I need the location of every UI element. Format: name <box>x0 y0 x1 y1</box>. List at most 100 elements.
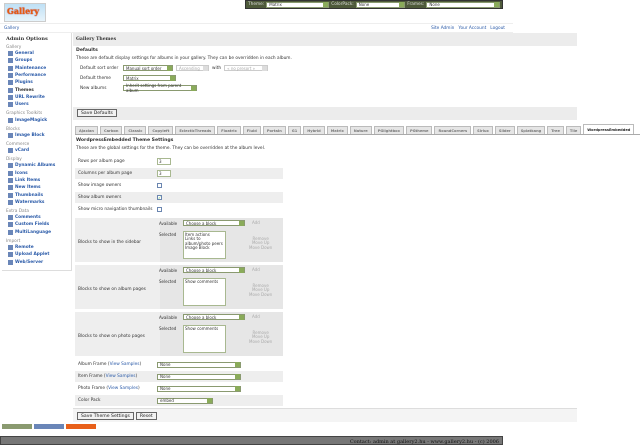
move-down-button[interactable]: Move Down <box>249 244 273 250</box>
sidebar-item-link-items[interactable]: Link Items <box>6 177 67 184</box>
validator-badge[interactable] <box>2 424 32 429</box>
new-albums-select[interactable]: Inherit settings from parent album <box>123 83 197 93</box>
your-account-link[interactable]: Your Account <box>458 26 487 31</box>
sidebar-item-plugins[interactable]: Plugins <box>6 79 67 86</box>
tab-matrix[interactable]: Matrix <box>326 126 348 134</box>
remove-block-button[interactable]: Remove <box>252 330 269 335</box>
color-pack-select[interactable]: embed <box>157 397 213 404</box>
sidebar-item-remote[interactable]: Remote <box>6 244 67 251</box>
selected-block-item[interactable]: Links to album/photo peers <box>185 236 223 246</box>
sidebar-item-users[interactable]: Users <box>6 101 67 108</box>
selected-block-item[interactable]: Show comments <box>185 279 219 284</box>
tab-ajaxian[interactable]: Ajaxian <box>75 126 98 134</box>
available-blocks-select[interactable]: Choose a block <box>183 314 245 320</box>
cols-label: Columns per album page <box>78 171 133 176</box>
columns-per-page-input[interactable]: 3 <box>157 170 171 177</box>
remove-block-button[interactable]: Remove <box>252 236 269 241</box>
add-block-button[interactable]: Add <box>252 314 260 319</box>
selected-blocks-list[interactable]: Item actions Links to album/photo peers Im… <box>183 231 226 259</box>
selected-block-item[interactable]: Item actions <box>185 232 210 237</box>
sidebar-item-dynamic-albums[interactable]: Dynamic Albums <box>6 162 67 169</box>
tab-copyleft[interactable]: Copyleft <box>148 126 174 134</box>
save-theme-settings-button[interactable]: Save Theme Settings <box>77 412 134 420</box>
selected-blocks-list[interactable]: Show comments <box>183 325 226 353</box>
gallery-logo[interactable]: Gallery <box>4 3 46 22</box>
sidebar-item-web-server[interactable]: Web/Server <box>6 259 67 266</box>
selected-blocks-list[interactable]: Show comments <box>183 278 226 306</box>
sidebar-item-imagemagick[interactable]: ImageMagick <box>6 116 67 123</box>
sidebar-item-thumbnails[interactable]: Thumbnails <box>6 191 67 198</box>
album-frame-label: Album Frame <box>78 362 107 367</box>
tab-nature[interactable]: Nature <box>349 126 372 134</box>
tab-eclecticthreads[interactable]: EclecticThreads <box>175 126 216 134</box>
sidebar-item-watermarks[interactable]: Watermarks <box>6 199 67 206</box>
tab-hybrid[interactable]: Hybrid <box>303 126 325 134</box>
breadcrumb-gallery[interactable]: Gallery <box>4 26 20 31</box>
available-label: Available <box>159 221 178 226</box>
album-frame-view-samples-link[interactable]: View Samples <box>109 362 140 367</box>
save-defaults-button[interactable]: Save Defaults <box>77 109 117 117</box>
tab-siriux[interactable]: Siriux <box>473 126 493 134</box>
default-theme-select[interactable]: Matrix <box>123 75 176 81</box>
sidebar-item-icons[interactable]: Icons <box>6 170 67 177</box>
move-up-button[interactable]: Move Up <box>251 240 270 246</box>
sort-order-select[interactable]: Manual sort order <box>123 65 173 71</box>
move-down-button[interactable]: Move Down <box>249 338 273 344</box>
photo-frame-select[interactable]: None <box>157 385 241 392</box>
tab-floatrix[interactable]: Floatrix <box>217 126 241 134</box>
sidebar-item-comments[interactable]: Comments <box>6 214 67 221</box>
item-frame-view-samples-link[interactable]: View Samples <box>105 374 136 379</box>
show-micro-nav-checkbox[interactable] <box>157 207 162 212</box>
item-frame-select[interactable]: None <box>157 373 241 380</box>
sidebar-item-url-rewrite[interactable]: URL Rewrite <box>6 94 67 101</box>
rows-per-page-input[interactable]: 3 <box>157 158 171 165</box>
move-up-button[interactable]: Move Up <box>251 287 270 293</box>
photo-frame-view-samples-link[interactable]: View Samples <box>108 386 138 391</box>
remove-block-button[interactable]: Remove <box>252 283 269 288</box>
frames-select[interactable]: None <box>426 1 500 8</box>
tab-classic[interactable]: Classic <box>124 126 147 134</box>
tab-slider[interactable]: Slider <box>494 126 515 134</box>
available-blocks-select[interactable]: Choose a block <box>183 267 245 273</box>
tab-splatkang[interactable]: Splatkang <box>516 126 546 134</box>
tab-tile[interactable]: Tile <box>565 126 582 134</box>
show-image-owners-checkbox[interactable] <box>157 183 162 188</box>
add-block-button[interactable]: Add <box>252 220 260 225</box>
move-up-button[interactable]: Move Up <box>251 334 270 340</box>
tab-roundcorners[interactable]: RoundCorners <box>434 126 472 134</box>
gallery-badge[interactable] <box>34 424 64 429</box>
add-block-button[interactable]: Add <box>252 267 260 272</box>
tab-pgtheme[interactable]: PGtheme <box>405 126 433 134</box>
sidebar-item-new-items[interactable]: New Items <box>6 184 67 191</box>
tab-g1[interactable]: G1 <box>287 126 302 134</box>
tab-pglightbox[interactable]: PGlightbox <box>373 126 404 134</box>
reset-button[interactable]: Reset <box>135 412 157 420</box>
sidebar-item-themes[interactable]: Themes <box>6 86 67 93</box>
colorpack-select[interactable]: None <box>355 1 406 8</box>
logout-link[interactable]: Logout <box>490 26 505 31</box>
tab-portain[interactable]: PortaIn <box>262 126 286 134</box>
sidebar-item-image-block[interactable]: Image Block <box>6 132 67 139</box>
available-blocks-select[interactable]: Choose a block <box>183 220 245 226</box>
show-album-owners-checkbox[interactable]: ✓ <box>157 195 162 200</box>
tab-wordpressembedded[interactable]: WordpressEmbedded <box>583 124 635 134</box>
sidebar-item-maintenance[interactable]: Maintenance <box>6 65 67 72</box>
tab-carbon[interactable]: Carbon <box>99 126 123 134</box>
move-down-button[interactable]: Move Down <box>249 291 273 297</box>
tab-tree[interactable]: Tree <box>547 126 564 134</box>
selected-block-item[interactable]: Image Block <box>185 245 210 251</box>
sidebar-item-groups[interactable]: Groups <box>6 57 67 64</box>
gallery2-badge[interactable] <box>66 424 96 429</box>
sidebar-item-performance[interactable]: Performance <box>6 72 67 79</box>
sidebar-item-upload-applet[interactable]: Upload Applet <box>6 251 67 258</box>
sidebar-item-custom-fields[interactable]: Custom Fields <box>6 221 67 228</box>
album-frame-select[interactable]: None <box>157 361 241 368</box>
site-admin-link[interactable]: Site Admin <box>431 26 455 31</box>
sidebar-item-vcard[interactable]: vCard <box>6 147 67 154</box>
theme-select[interactable]: Matrix <box>266 1 330 8</box>
plugin-icon <box>8 192 13 198</box>
tab-fluid[interactable]: Fluid <box>242 126 261 134</box>
sidebar-item-multilanguage[interactable]: MultiLanguage <box>6 229 67 236</box>
selected-block-item[interactable]: Show comments <box>185 326 219 331</box>
sidebar-item-general[interactable]: General <box>6 50 67 57</box>
